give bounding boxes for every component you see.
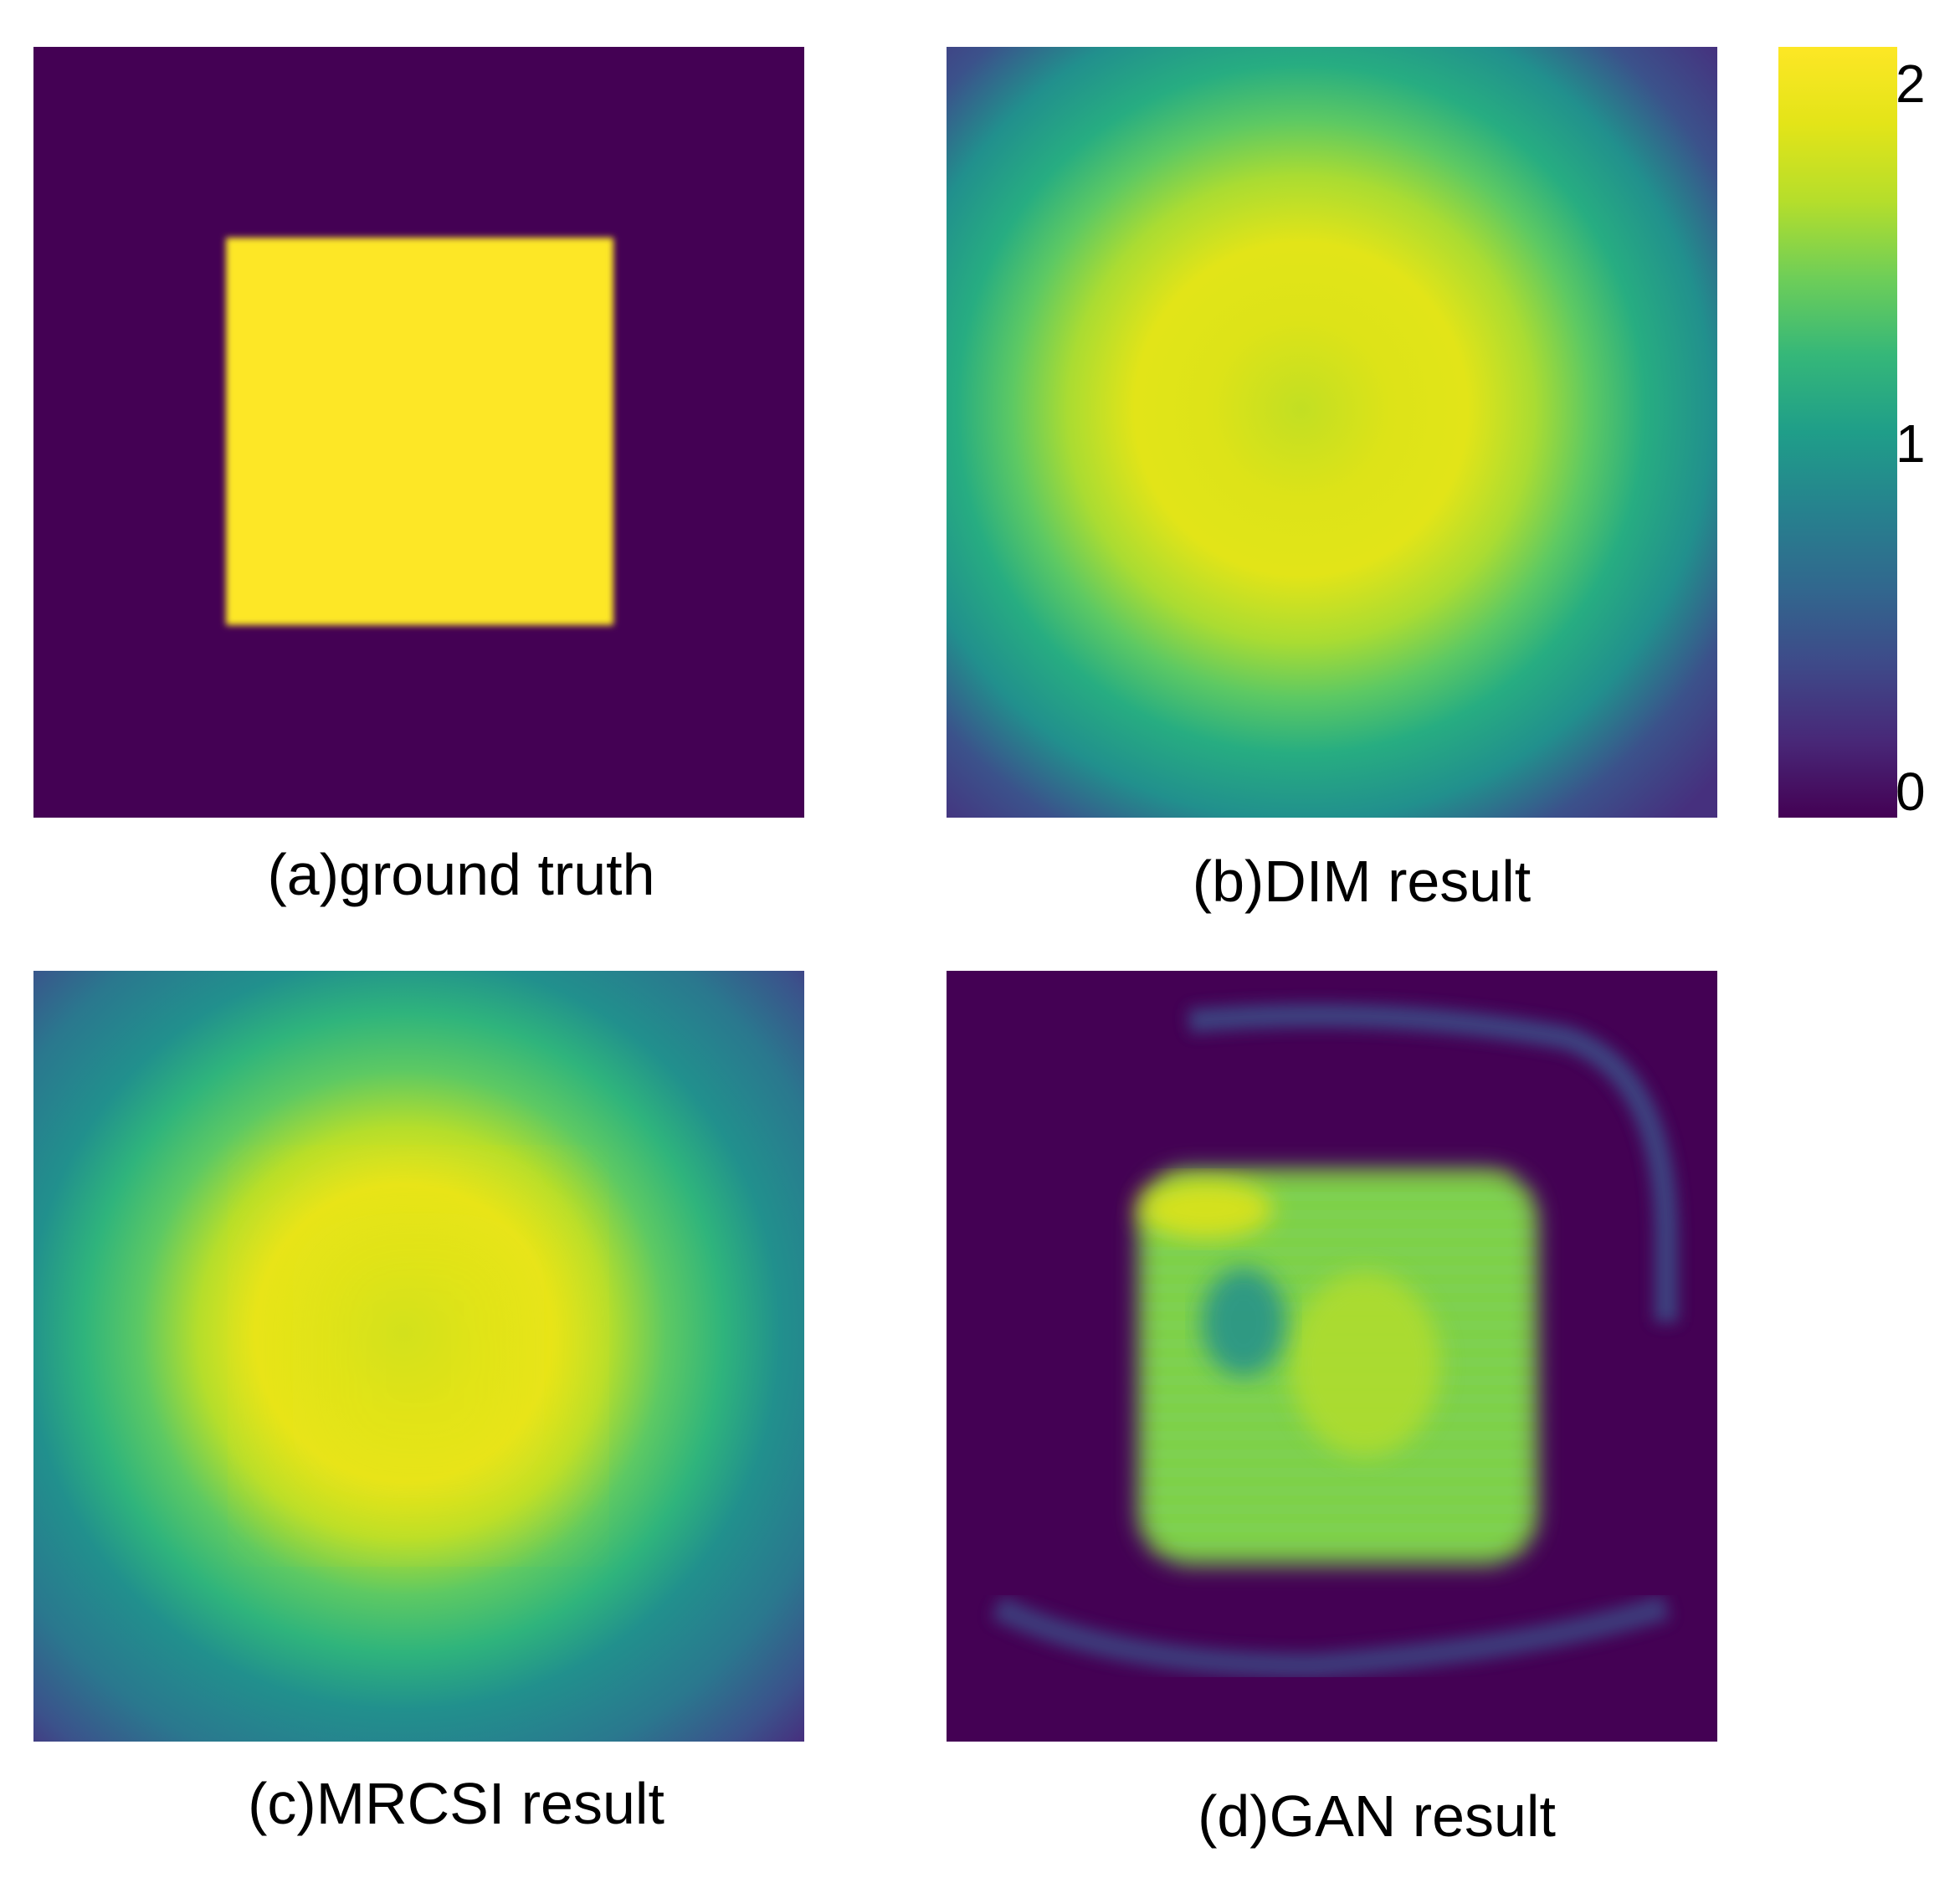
gan-dip [1202, 1268, 1285, 1377]
heatmap-ground-truth-canvas [33, 47, 804, 818]
colorbar-tick-min: 0 [1896, 762, 1926, 822]
heatmap-ground-truth [33, 47, 804, 818]
colorbar-canvas [1778, 47, 1897, 818]
heatmap-dim-result-canvas [947, 47, 1717, 818]
heatmap-gan-result-canvas [947, 971, 1717, 1742]
gan-highlight-top-left [1139, 1180, 1273, 1239]
colorbar-gradient [1778, 47, 1897, 818]
caption-d: (d)GAN result [1198, 1783, 1556, 1849]
gan-artifact-top [1188, 1003, 1678, 1322]
heatmap-mrcsi-result [33, 971, 804, 1742]
caption-b: (b)DIM result [1192, 849, 1532, 914]
colorbar-tick-max: 2 [1896, 54, 1926, 114]
heatmap-gan-result [947, 971, 1717, 1742]
heatmap-mrcsi-result-canvas [33, 971, 804, 1742]
heatmap-dim-result [947, 47, 1717, 818]
caption-c: (c)MRCSI result [248, 1771, 664, 1836]
gan-artifact-bottom [991, 1594, 1670, 1679]
caption-a: (a)ground truth [267, 842, 655, 907]
ground-truth-square [226, 238, 613, 625]
dim-field [947, 47, 1717, 818]
colorbar [1778, 47, 1897, 818]
mrcsi-square-emphasis [259, 1180, 577, 1532]
gan-highlight-center [1290, 1272, 1440, 1456]
colorbar-tick-mid: 1 [1896, 413, 1926, 474]
